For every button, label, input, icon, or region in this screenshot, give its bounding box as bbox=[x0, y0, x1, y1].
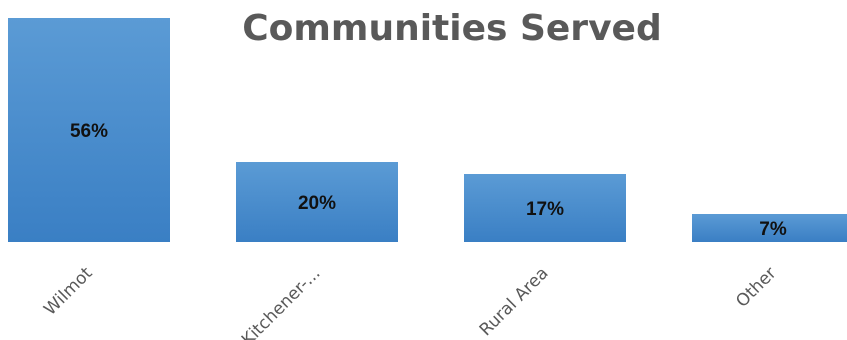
data-labels-group: 56% 20% 17% 7% bbox=[70, 121, 787, 240]
chart-title: Communities Served bbox=[242, 8, 661, 49]
data-label-3: 7% bbox=[759, 219, 787, 240]
bars-group bbox=[8, 18, 847, 242]
category-labels-group: Wilmot Kitchener-... Rural Area Other bbox=[40, 263, 780, 340]
bar-0 bbox=[8, 18, 170, 242]
data-label-2: 17% bbox=[526, 199, 564, 220]
category-label-0: Wilmot bbox=[40, 263, 96, 319]
bar-3 bbox=[692, 214, 847, 242]
bar-1 bbox=[236, 162, 398, 242]
category-label-2: Rural Area bbox=[476, 263, 553, 340]
data-label-1: 20% bbox=[298, 193, 336, 214]
data-label-0: 56% bbox=[70, 121, 108, 142]
category-label-1: Kitchener-... bbox=[238, 263, 325, 340]
category-label-3: Other bbox=[732, 263, 780, 311]
bar-2 bbox=[464, 174, 626, 242]
